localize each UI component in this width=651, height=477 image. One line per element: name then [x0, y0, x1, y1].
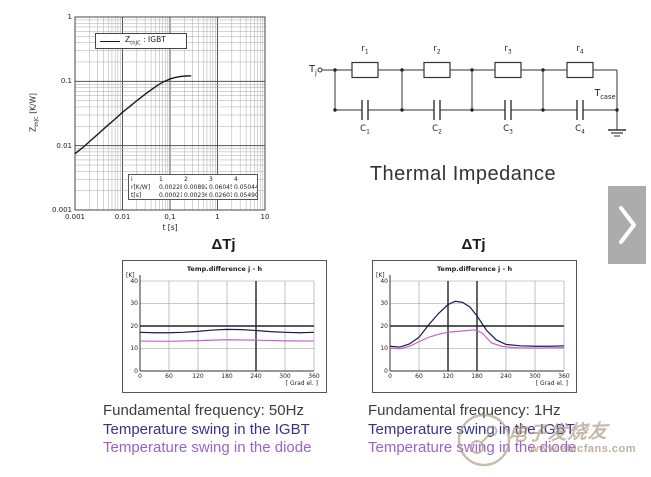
foster-parameter-table: i 1 2 3 4 r[K/W] 0.00228 0.00892 0.06045 0.05044 t…	[128, 174, 258, 200]
dtj-1hz-x-label: [ Grad el. ]	[535, 380, 568, 387]
caption-diode-swing-right: Temperature swing in the diode	[368, 439, 577, 456]
foster-table-cell: 0.06045	[209, 183, 232, 191]
dtj-x-tick: 360	[558, 373, 570, 380]
capacitor-label: C2	[432, 124, 442, 136]
foster-table-cell: 0.00228	[159, 183, 182, 191]
dtj-chart-1hz: Temp.difference j - h [K] [ Grad el. ] 0…	[372, 260, 577, 393]
legend-line-sample-icon	[100, 40, 120, 42]
foster-table-row: i 1 2 3 4	[129, 175, 257, 183]
foster-table-cell: r[K/W]	[131, 183, 151, 191]
resistor-label: r1	[361, 44, 369, 56]
dtj-x-tick: 0	[138, 373, 142, 380]
foster-table-cell: 0.00021187	[159, 191, 182, 199]
foster-table-cell: 0.05490	[234, 191, 257, 199]
caption-frequency-1hz: Fundamental frequency: 1Hz	[368, 402, 561, 419]
foster-table-cell: t[s]	[131, 191, 142, 199]
dtj-x-tick: 300	[529, 373, 541, 380]
zth-x-tick: 0.001	[64, 213, 86, 221]
dtj-y-tick: 20	[130, 322, 138, 330]
foster-table-cell: 1	[159, 175, 163, 183]
resistor-label: r3	[504, 44, 512, 56]
caption-frequency-50hz: Fundamental frequency: 50Hz	[103, 402, 304, 419]
caption-diode-swing-left: Temperature swing in the diode	[103, 439, 312, 456]
capacitor-label: C1	[360, 124, 370, 136]
dtj-x-tick: 240	[500, 373, 512, 380]
foster-table-cell: 0.00892	[184, 183, 207, 191]
dtj-50hz-title: ΔTj	[211, 236, 236, 253]
zth-chart: ZthJC [K/W] t [s] ZthJC : IGBT i 1 2 3 4 r[K/…	[18, 6, 278, 248]
capacitor-label: C3	[503, 124, 513, 136]
foster-table-cell: i	[131, 175, 133, 183]
dtj-y-tick: 30	[130, 300, 138, 307]
zth-y-tick: 0.1	[60, 77, 72, 86]
caption-igbt-swing-left: Temperature swing in the IGBT	[103, 420, 310, 438]
circuit-drawing	[317, 61, 626, 137]
capacitor-label: C4	[575, 124, 585, 136]
zth-legend-label: ZthJC : IGBT	[125, 35, 166, 47]
zth-x-tick: 0.01	[114, 213, 131, 221]
caption-block-1hz: Fundamental frequency: 1Hz Temperature s…	[368, 402, 576, 458]
dtj-x-tick: 0	[388, 373, 392, 380]
dtj-y-tick: 10	[130, 345, 138, 352]
dtj-x-tick: 120	[442, 373, 454, 380]
dtj-y-tick: 0	[384, 367, 388, 375]
zth-y-tick: 1	[67, 13, 72, 21]
dtj-x-tick: 60	[165, 373, 173, 380]
next-arrow-button[interactable]	[608, 186, 646, 264]
resistor-label: r4	[576, 44, 584, 56]
foster-table-row: r[K/W] 0.00228 0.00892 0.06045 0.05044	[129, 183, 257, 191]
dtj-50hz-inner-title: Temp.difference j - h	[186, 265, 263, 273]
foster-table-cell: 4	[234, 175, 238, 183]
rc-ladder-circuit-diagram: r1 r2 r3 r4 C1 C2 C3 C4 Tj Tcase	[298, 28, 648, 150]
page-title: Thermal Impedance	[369, 163, 557, 185]
dtj-1hz-plot	[389, 275, 565, 372]
dtj-x-tick: 180	[221, 373, 233, 380]
zth-x-tick: 10	[260, 213, 270, 221]
dtj-y-tick: 0	[134, 367, 138, 375]
dtj-y-tick: 10	[380, 345, 388, 352]
zth-y-tick: 0.001	[51, 206, 72, 214]
dtj-y-tick: 40	[130, 277, 138, 285]
dtj-50hz-y-label: [K]	[126, 272, 135, 279]
dtj-50hz-x-label: [ Grad el. ]	[285, 380, 318, 387]
dtj-y-tick: 20	[380, 322, 388, 330]
dtj-x-tick: 300	[279, 373, 291, 380]
zth-x-axis-label: t [s]	[162, 223, 178, 232]
caption-block-50hz: Fundamental frequency: 50Hz Temperature …	[103, 402, 311, 458]
dtj-x-tick: 120	[192, 373, 204, 380]
dtj-1hz-y-label: [K]	[376, 272, 385, 279]
zth-x-tick: 1	[215, 213, 220, 221]
dtj-x-tick: 60	[415, 373, 423, 380]
zth-x-tick: 0,1	[164, 213, 176, 221]
zth-y-axis-label: ZthJC [K/W]	[28, 93, 41, 132]
dtj-x-tick: 240	[250, 373, 262, 380]
dtj-chart-50hz: Temp.difference j - h [K] [ Grad el. ] 0…	[122, 260, 327, 393]
foster-table-cell: 2	[184, 175, 188, 183]
foster-table-cell: 3	[209, 175, 213, 183]
dtj-y-tick: 30	[380, 300, 388, 307]
tcase-label: Tcase	[594, 88, 616, 101]
dtj-x-tick: 180	[471, 373, 483, 380]
resistor-label: r2	[433, 44, 441, 56]
dtj-y-tick: 40	[380, 277, 388, 285]
dtj-50hz-plot	[139, 275, 315, 372]
caption-igbt-swing-right: Temperature swing in the IGBT	[368, 420, 575, 438]
zth-y-tick: 0.01	[56, 141, 72, 150]
foster-table-cell: 0.02601	[209, 191, 232, 199]
zth-legend: ZthJC : IGBT	[95, 33, 187, 49]
foster-table-cell: 0.05044	[234, 183, 257, 191]
chevron-right-icon	[619, 206, 636, 244]
dtj-1hz-title: ΔTj	[461, 236, 486, 253]
foster-table-cell: 0.002364	[184, 191, 207, 199]
dtj-x-tick: 360	[308, 373, 320, 380]
tj-label: Tj	[309, 64, 317, 77]
dtj-1hz-inner-title: Temp.difference j - h	[436, 265, 513, 273]
